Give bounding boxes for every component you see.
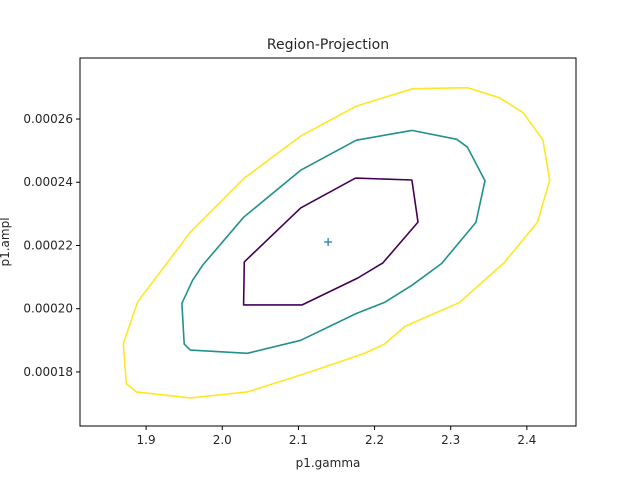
x-tick-label: 2.4 [517,433,536,447]
y-tick-label: 0.00018 [23,365,73,379]
x-axis-ticks: 1.9 2.0 2.1 2.2 2.3 2.4 [137,426,536,447]
chart-title: Region-Projection [267,37,389,53]
y-tick-label: 0.00024 [23,175,73,189]
best-fit-marker-icon [324,238,333,246]
plot-area [122,86,551,399]
contour-3sigma-line [122,86,551,399]
x-tick-label: 2.3 [441,433,460,447]
axes-frame [79,57,577,427]
y-axis-label: p1.ampl [0,217,12,266]
x-tick-label: 2.2 [365,433,384,447]
y-tick-label: 0.00020 [23,302,73,316]
x-tick-label: 1.9 [137,433,156,447]
contour-2sigma-line [181,129,486,355]
x-tick-label: 2.0 [213,433,232,447]
contour-1sigma-line [242,177,419,306]
y-tick-label: 0.00026 [23,112,73,126]
y-tick-label: 0.00022 [23,238,73,252]
y-axis-ticks: 0.00018 0.00020 0.00022 0.00024 0.00026 [23,112,80,379]
x-axis-label: p1.gamma [296,456,361,470]
x-tick-label: 2.1 [289,433,308,447]
